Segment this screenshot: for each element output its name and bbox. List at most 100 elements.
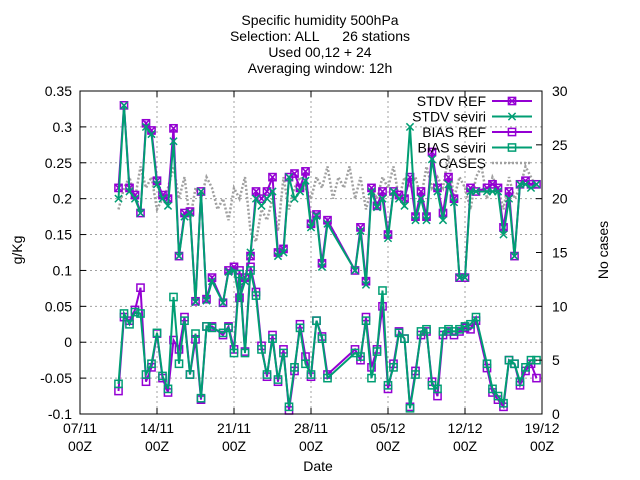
data-point — [471, 312, 481, 322]
legend-marker — [507, 143, 517, 152]
x-tick-label-time: 00Z — [68, 438, 93, 454]
data-point-cross — [257, 201, 266, 210]
series-cases — [117, 155, 538, 246]
chart-title-line-2: Selection: ALL 26 stations — [230, 28, 410, 44]
data-point — [262, 187, 272, 196]
data-point-cross — [444, 180, 453, 189]
x-tick-label-time: 00Z — [299, 438, 324, 454]
y2-tick-label: 25 — [552, 137, 568, 153]
data-point-cross — [163, 201, 173, 210]
data-point — [174, 359, 184, 369]
y2-tick-label: 20 — [552, 191, 568, 207]
data-point-cross — [268, 187, 277, 196]
data-point-cross — [367, 183, 376, 193]
data-point-cross — [114, 194, 123, 203]
y-tick-label: -0.1 — [48, 406, 72, 422]
data-point — [411, 370, 420, 379]
y-tick-label: 0.2 — [53, 191, 73, 207]
data-point-cross — [147, 126, 156, 135]
data-point-cross — [323, 216, 332, 225]
data-point — [422, 324, 431, 334]
data-point-cross — [400, 201, 409, 210]
data-point-cross — [301, 176, 310, 185]
data-point-cross — [240, 277, 250, 286]
data-point — [251, 187, 261, 196]
data-point-cross — [196, 187, 206, 196]
data-point — [224, 323, 233, 333]
data-point — [449, 327, 459, 336]
data-point-cross — [218, 298, 228, 307]
data-point-cross — [493, 187, 503, 196]
data-point — [136, 309, 145, 318]
data-point — [141, 370, 151, 379]
data-point-cross — [290, 194, 299, 203]
data-point — [433, 384, 442, 394]
data-point — [444, 324, 453, 334]
data-point-cross — [262, 194, 272, 203]
data-point — [361, 316, 371, 326]
data-point — [246, 266, 255, 275]
data-point — [130, 307, 140, 317]
x-tick-label-time: 00Z — [222, 438, 247, 454]
data-point-cross — [191, 297, 200, 307]
data-point — [323, 373, 332, 383]
data-point-cross — [290, 169, 299, 178]
data-point-cross — [169, 124, 178, 133]
data-point-cross — [372, 203, 382, 212]
data-point-cross — [405, 122, 415, 132]
data-point — [372, 347, 382, 356]
x-tick-label-time: 00Z — [376, 438, 401, 454]
data-point — [499, 398, 508, 408]
data-point-cross — [251, 187, 261, 196]
data-point — [191, 329, 200, 338]
data-point — [114, 379, 123, 389]
x-tick-label-time: 00Z — [530, 438, 555, 454]
series-line — [117, 155, 538, 246]
data-point — [119, 309, 129, 318]
data-point — [279, 348, 288, 358]
legend-marker-cross — [507, 112, 517, 121]
data-point-cross — [147, 129, 156, 139]
data-point — [235, 269, 244, 279]
data-point-cross — [510, 251, 519, 261]
chart-title-line-4: Averaging window: 12h — [248, 60, 393, 76]
data-point — [257, 194, 266, 204]
data-point — [136, 283, 145, 293]
data-point — [169, 123, 178, 133]
data-point — [416, 327, 426, 336]
data-point-cross — [521, 180, 530, 189]
series-line — [117, 266, 538, 411]
y2-tick-label: 0 — [552, 406, 560, 422]
data-point-cross — [246, 248, 255, 257]
data-point — [295, 323, 305, 333]
data-point — [163, 384, 173, 394]
data-point-cross — [411, 216, 420, 225]
data-point — [306, 370, 316, 379]
data-point-cross — [378, 194, 387, 203]
data-point-cross — [532, 180, 541, 189]
y-axis-label: g/Kg — [9, 236, 25, 265]
data-point-cross — [268, 173, 277, 182]
data-point — [383, 380, 393, 390]
data-point — [257, 345, 266, 354]
data-point — [367, 373, 376, 383]
data-point — [290, 169, 299, 178]
y2-tick-label: 15 — [552, 245, 568, 261]
legend-marker — [507, 127, 517, 137]
data-point-cross — [152, 180, 162, 189]
data-point-cross — [306, 223, 316, 232]
data-point-cross — [207, 273, 217, 282]
series-bias-seviri — [114, 266, 541, 413]
x-tick-label: 05/12 — [370, 420, 405, 436]
data-point-cross — [471, 187, 481, 196]
y-tick-label: 0.05 — [45, 298, 72, 314]
data-point — [482, 359, 492, 369]
y-tick-label: 0.1 — [53, 262, 73, 278]
x-tick-label: 28/11 — [294, 420, 328, 436]
data-point — [532, 179, 541, 189]
data-point — [202, 322, 211, 331]
y2-axis-label: No cases — [595, 221, 611, 279]
data-point — [268, 172, 277, 182]
data-point-cross — [312, 211, 321, 221]
